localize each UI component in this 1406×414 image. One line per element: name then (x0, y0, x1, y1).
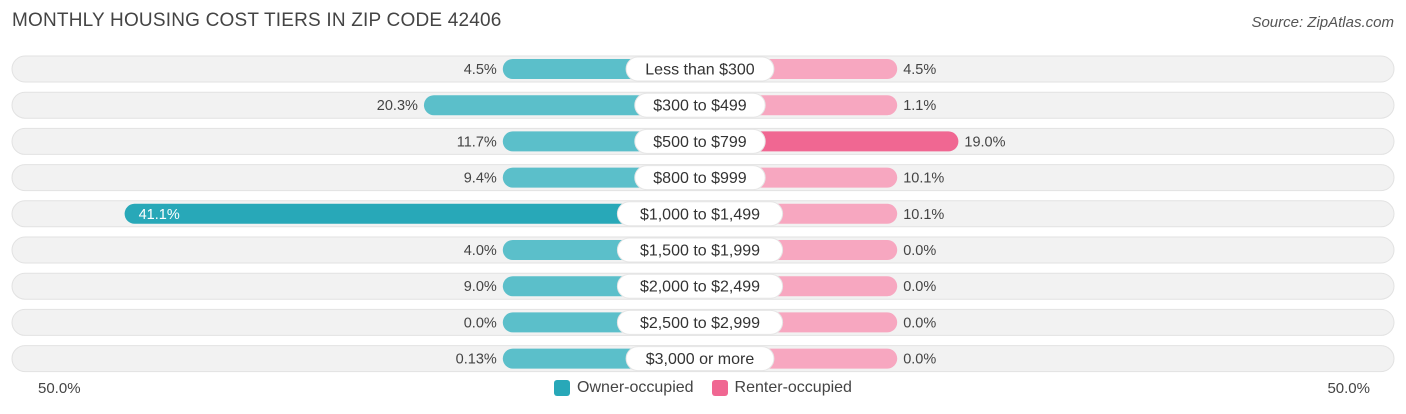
legend-item-renter[interactable]: Renter-occupied (711, 379, 852, 397)
category-pill (634, 165, 766, 191)
owner-value-label: 11.7% (457, 134, 497, 150)
category-label: $500 to $799 (653, 134, 747, 151)
owner-value-label: 4.0% (464, 243, 497, 259)
renter-value-label: 4.5% (903, 62, 936, 78)
renter-swatch (711, 380, 728, 396)
category-label: $800 to $999 (653, 170, 747, 187)
category-pill (616, 201, 784, 227)
category-pill (625, 346, 775, 372)
renter-value-label: 0.0% (903, 279, 936, 295)
category-label: $2,500 to $2,999 (640, 315, 760, 332)
category-pill (634, 128, 766, 154)
owner-value-label: 41.1% (139, 207, 180, 223)
owner-value-label: 0.13% (456, 352, 497, 368)
category-label: $3,000 or more (646, 351, 755, 368)
category-pill (625, 56, 775, 82)
owner-bar (124, 203, 701, 224)
owner-bar (423, 95, 700, 116)
renter-value-label: 10.1% (903, 171, 944, 187)
category-pill (616, 273, 784, 299)
category-label: $1,500 to $1,999 (640, 243, 760, 260)
legend-label-renter: Renter-occupied (734, 379, 852, 396)
category-pill (634, 92, 766, 118)
owner-value-label: 20.3% (377, 98, 418, 114)
legend-item-owner[interactable]: Owner-occupied (554, 379, 694, 397)
chart-row: Less than $300 4.5% 4.5% (11, 55, 1395, 83)
renter-value-label: 10.1% (903, 207, 944, 223)
category-label: $1,000 to $1,499 (640, 206, 760, 223)
category-pill (616, 309, 784, 335)
chart-row: $2,000 to $2,499 9.0% 0.0% (11, 272, 1395, 300)
renter-value-label: 1.1% (903, 98, 936, 114)
owner-swatch (554, 380, 571, 396)
category-pill (616, 237, 784, 263)
chart-row: $1,000 to $1,499 41.1% 10.1% (11, 200, 1395, 228)
chart-row: $300 to $499 20.3% 1.1% (11, 91, 1395, 119)
owner-value-label: 4.5% (464, 62, 497, 78)
owner-value-label: 0.0% (464, 315, 497, 331)
axis-right-label: 50.0% (1327, 380, 1370, 397)
renter-value-label: 0.0% (903, 243, 936, 259)
chart-row: $1,500 to $1,999 4.0% 0.0% (11, 236, 1395, 264)
legend-label-owner: Owner-occupied (577, 379, 694, 396)
renter-value-label: 0.0% (903, 352, 936, 368)
category-label: $300 to $499 (653, 98, 747, 115)
chart-row: $800 to $999 9.4% 10.1% (11, 164, 1395, 192)
chart-source: Source: ZipAtlas.com (1251, 14, 1394, 31)
category-label: $2,000 to $2,499 (640, 279, 760, 296)
category-label: Less than $300 (645, 62, 755, 79)
renter-value-label: 19.0% (964, 134, 1005, 150)
chart-row: $500 to $799 11.7% 19.0% (11, 127, 1395, 155)
axis-left-label: 50.0% (38, 380, 81, 397)
owner-value-label: 9.0% (464, 279, 497, 295)
chart-row: $3,000 or more 0.13% 0.0% (11, 345, 1395, 373)
chart-row: $2,500 to $2,999 0.0% 0.0% (11, 308, 1395, 336)
chart-title: MONTHLY HOUSING COST TIERS IN ZIP CODE 4… (12, 10, 502, 31)
legend: Owner-occupied Renter-occupied (0, 379, 1406, 397)
owner-value-label: 9.4% (464, 171, 497, 187)
renter-value-label: 0.0% (903, 315, 936, 331)
